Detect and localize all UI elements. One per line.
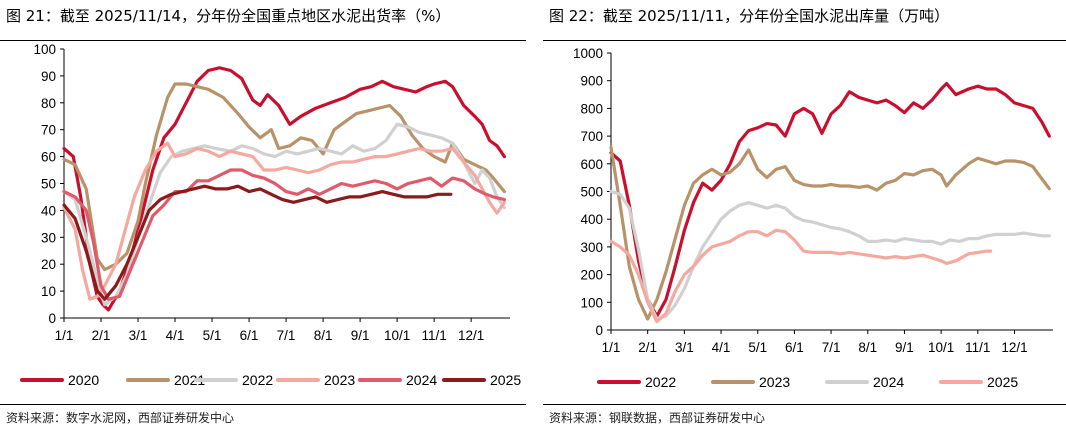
x-tick-label: 4/1 bbox=[166, 328, 185, 343]
x-tick-label: 12/1 bbox=[1001, 340, 1027, 355]
y-tick-label: 80 bbox=[41, 96, 56, 111]
y-tick-label: 70 bbox=[41, 123, 56, 138]
source-note: 资料来源：钢联数据，西部证券研发中心 bbox=[549, 411, 766, 425]
legend-label-2023: 2023 bbox=[759, 374, 790, 390]
legend-label-2023: 2023 bbox=[324, 372, 355, 388]
y-tick-label: 50 bbox=[41, 177, 56, 192]
figure-22-panel: 图 22：截至 2025/11/11，分年份全国水泥出库量（万吨） 0 100 20… bbox=[543, 0, 1066, 430]
figure-21-panel: 图 21：截至 2025/11/14，分年份全国重点地区水泥出货率（%） 0 10… bbox=[0, 0, 526, 430]
y-tick-label: 300 bbox=[580, 240, 603, 255]
legend-label-2022: 2022 bbox=[242, 372, 273, 388]
y-tick-label: 700 bbox=[580, 129, 603, 144]
x-tick-label: 6/1 bbox=[785, 340, 804, 355]
legend-label-2024: 2024 bbox=[406, 372, 437, 388]
x-tick-label: 7/1 bbox=[277, 328, 296, 343]
y-tick-label: 500 bbox=[580, 185, 603, 200]
x-tick-label: 10/1 bbox=[928, 340, 954, 355]
x-tick-label: 11/1 bbox=[965, 340, 990, 355]
y-tick-label: 900 bbox=[580, 74, 603, 89]
source-note: 资料来源：数字水泥网，西部证券研发中心 bbox=[6, 411, 235, 425]
x-tick-label: 5/1 bbox=[203, 328, 222, 343]
y-tick-label: 1000 bbox=[573, 46, 603, 61]
series-line-2025 bbox=[609, 228, 993, 324]
y-tick-label: 30 bbox=[41, 230, 56, 245]
legend-label-2021: 2021 bbox=[174, 372, 205, 388]
x-tick-label: 5/1 bbox=[748, 340, 767, 355]
legend-label-2020: 2020 bbox=[68, 372, 99, 388]
x-tick-label: 3/1 bbox=[675, 340, 694, 355]
shipment-rate-chart: 0 10 20 30 40 50 60 70 80 90 100 1/1 2/1 3/1 4/1 5/1 6/1… bbox=[20, 42, 521, 388]
x-tick-label: 7/1 bbox=[822, 340, 841, 355]
y-tick-label: 90 bbox=[41, 69, 56, 84]
y-tick-label: 60 bbox=[41, 150, 56, 165]
legend-label-2024: 2024 bbox=[873, 374, 904, 390]
x-tick-label: 4/1 bbox=[712, 340, 731, 355]
x-tick-label: 9/1 bbox=[351, 328, 370, 343]
x-tick-label: 9/1 bbox=[895, 340, 914, 355]
y-tick-label: 0 bbox=[48, 311, 56, 326]
x-tick-label: 6/1 bbox=[240, 328, 259, 343]
series-line-2023 bbox=[62, 141, 506, 301]
series-line-2025 bbox=[62, 184, 453, 301]
x-tick-label: 2/1 bbox=[638, 340, 657, 355]
x-tick-label: 10/1 bbox=[384, 328, 410, 343]
x-tick-label: 1/1 bbox=[602, 340, 621, 355]
y-tick-label: 600 bbox=[580, 157, 603, 172]
x-tick-label: 1/1 bbox=[55, 328, 74, 343]
series-line-2021 bbox=[62, 82, 506, 272]
series-line-2023 bbox=[609, 145, 1051, 321]
y-tick-label: 100 bbox=[33, 42, 56, 57]
x-tick-label: 11/1 bbox=[421, 328, 446, 343]
x-tick-label: 3/1 bbox=[129, 328, 148, 343]
x-tick-label: 12/1 bbox=[458, 328, 484, 343]
legend-label-2025: 2025 bbox=[490, 372, 521, 388]
outbound-volume-chart: 0 100 200 300 400 500 600 700 800 900 1000 1/1 2/1 3/… bbox=[573, 46, 1053, 390]
series-line-2022 bbox=[609, 81, 1051, 318]
x-tick-label: 8/1 bbox=[858, 340, 877, 355]
series-line-2024 bbox=[62, 168, 506, 301]
y-tick-label: 0 bbox=[595, 323, 603, 338]
x-tick-label: 8/1 bbox=[314, 328, 333, 343]
series-line-2024 bbox=[609, 189, 1051, 321]
title-rule bbox=[543, 40, 1066, 41]
x-tick-label: 2/1 bbox=[92, 328, 111, 343]
y-tick-label: 10 bbox=[41, 284, 56, 299]
figure-title: 图 21：截至 2025/11/14，分年份全国重点地区水泥出货率（%） bbox=[6, 7, 451, 25]
title-rule bbox=[0, 40, 526, 41]
y-tick-label: 100 bbox=[580, 295, 603, 310]
source-rule bbox=[0, 404, 526, 405]
legend-label-2022: 2022 bbox=[645, 374, 676, 390]
y-tick-label: 200 bbox=[580, 268, 603, 283]
legend-label-2025: 2025 bbox=[987, 374, 1018, 390]
source-rule bbox=[543, 404, 1066, 405]
y-tick-label: 400 bbox=[580, 212, 603, 227]
y-tick-label: 800 bbox=[580, 101, 603, 116]
y-tick-label: 40 bbox=[41, 203, 56, 218]
y-tick-label: 20 bbox=[41, 257, 56, 272]
figure-title: 图 22：截至 2025/11/11，分年份全国水泥出库量（万吨） bbox=[549, 7, 950, 25]
